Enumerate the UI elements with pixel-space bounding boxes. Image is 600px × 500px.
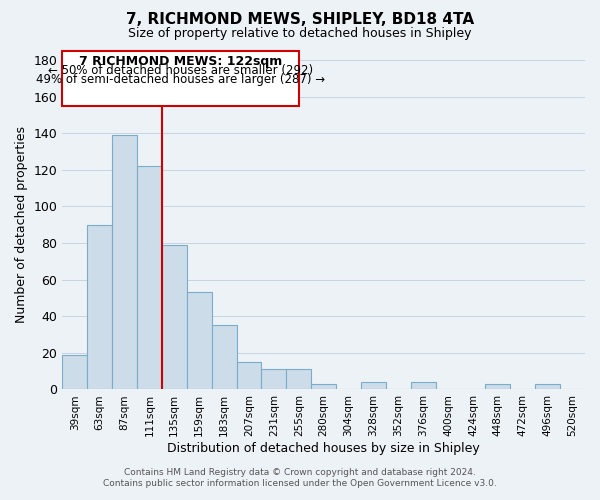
Bar (411, 382, 436, 390)
Bar (311, 384, 336, 390)
Bar (87, 224, 112, 390)
Bar (485, 384, 511, 390)
Text: 7, RICHMOND MEWS, SHIPLEY, BD18 4TA: 7, RICHMOND MEWS, SHIPLEY, BD18 4TA (126, 12, 474, 28)
Bar (361, 382, 386, 390)
Bar (137, 166, 162, 390)
Text: 7 RICHMOND MEWS: 122sqm: 7 RICHMOND MEWS: 122sqm (79, 56, 282, 68)
Bar (212, 326, 236, 390)
Text: 49% of semi-detached houses are larger (287) →: 49% of semi-detached houses are larger (… (36, 73, 325, 86)
Text: ← 50% of detached houses are smaller (292): ← 50% of detached houses are smaller (29… (48, 64, 313, 76)
Text: Contains HM Land Registry data © Crown copyright and database right 2024.
Contai: Contains HM Land Registry data © Crown c… (103, 468, 497, 487)
Y-axis label: Number of detached properties: Number of detached properties (15, 126, 28, 323)
Bar (286, 370, 311, 390)
X-axis label: Distribution of detached houses by size in Shipley: Distribution of detached houses by size … (167, 442, 480, 455)
Bar (262, 370, 286, 390)
Bar (62, 354, 87, 390)
FancyBboxPatch shape (62, 51, 299, 106)
Bar (112, 135, 137, 390)
Bar (162, 245, 187, 390)
Bar (187, 292, 212, 390)
Text: Size of property relative to detached houses in Shipley: Size of property relative to detached ho… (128, 28, 472, 40)
Bar (535, 384, 560, 390)
Bar (236, 362, 262, 390)
